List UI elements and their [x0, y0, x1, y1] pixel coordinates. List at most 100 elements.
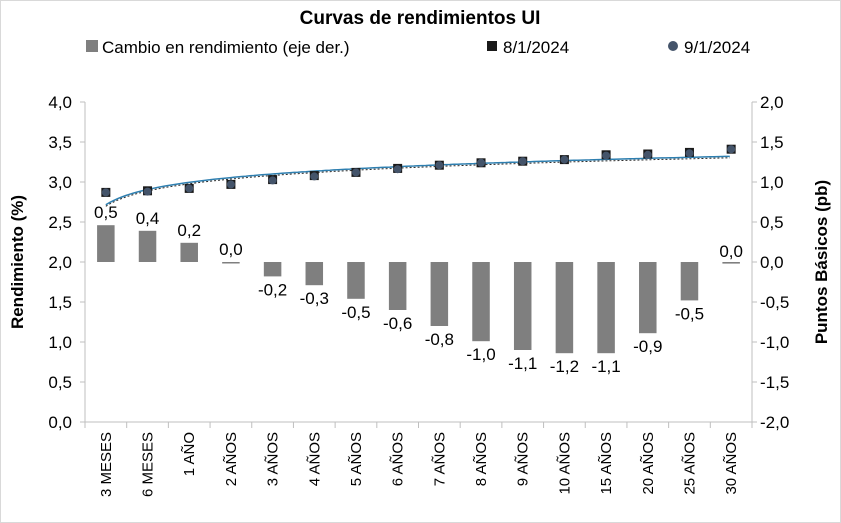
x-tick-label: 3 AÑOS: [265, 432, 282, 486]
x-tick-label: 15 AÑOS: [598, 432, 615, 495]
bar-cambio: [305, 262, 324, 286]
y-tick-label-right: 1,0: [760, 173, 784, 192]
bar-data-label: -0,9: [633, 337, 662, 356]
marker-9-1-2024: [685, 149, 694, 158]
x-tick-label: 9 AÑOS: [515, 432, 532, 486]
y-tick-label-right: -1,5: [760, 373, 789, 392]
data-labels: 0,5 0,4 0,2 0,0 -0,2 -0,3 -0,5 -0,6 -0,8 -1,0 -1,1…: [94, 203, 743, 376]
bar-data-label: -1,0: [466, 345, 495, 364]
bar-cambio: [388, 262, 407, 310]
bar-data-label: -0,5: [675, 304, 704, 323]
legend-label-8-1-2024: 8/1/2024: [503, 38, 569, 57]
bar-cambio: [180, 242, 198, 262]
legend-label-9-1-2024: 9/1/2024: [684, 38, 750, 57]
y-tick-label-right: 0,5: [760, 213, 784, 232]
y-tick-label-right: 1,5: [760, 133, 784, 152]
bar-cambio: [263, 262, 282, 277]
marker-9-1-2024: [602, 151, 611, 160]
bar-data-label: -0,6: [383, 314, 412, 333]
legend: Cambio en rendimiento (eje der.) 8/1/202…: [86, 38, 750, 57]
y-tick-label-right: -2,0: [760, 413, 789, 432]
bar-cambio: [597, 262, 615, 354]
x-tick-label: 6 MESES: [140, 432, 157, 497]
bar-data-label: -1,1: [508, 354, 537, 373]
y-tick-label-left: 2,5: [48, 213, 72, 232]
x-tick-label: 8 AÑOS: [473, 432, 490, 486]
y-tick-label-left: 0,0: [48, 413, 72, 432]
bar-data-label: -0,5: [341, 303, 370, 322]
x-tick-label: 2 AÑOS: [223, 432, 240, 486]
trendline-path: [105, 155, 730, 206]
bar-cambio: [513, 262, 532, 350]
bar-cambio: [430, 262, 449, 326]
marker-9-1-2024: [477, 158, 486, 167]
axes: 0,00,51,01,52,02,53,03,54,0-2,0-1,5-1,0-…: [48, 93, 789, 497]
x-tick-label: 6 AÑOS: [390, 432, 407, 486]
y-tick-label-left: 2,0: [48, 253, 72, 272]
bar-cambio: [680, 262, 699, 301]
marker-9-1-2024: [351, 168, 360, 177]
x-tick-label: 7 AÑOS: [431, 432, 448, 486]
legend-circle-marker: [668, 41, 678, 51]
bar-cambio: [555, 262, 574, 354]
marker-9-1-2024: [268, 176, 277, 185]
y-tick-label-left: 1,5: [48, 293, 72, 312]
marker-9-1-2024: [393, 165, 402, 174]
marker-9-1-2024: [143, 187, 152, 196]
bar-cambio: [138, 230, 157, 262]
bar-data-label: -0,3: [300, 289, 329, 308]
x-tick-label: 30 AÑOS: [723, 432, 740, 495]
marker-9-1-2024: [518, 157, 527, 166]
marker-9-1-2024: [310, 172, 319, 181]
x-tick-label: 5 AÑOS: [348, 432, 365, 486]
x-tick-label: 10 AÑOS: [556, 432, 573, 495]
bar-data-label: 0,0: [219, 240, 243, 259]
bar-data-label: -1,2: [550, 357, 579, 376]
y-tick-label-left: 3,0: [48, 173, 72, 192]
y-tick-label-right: 2,0: [760, 93, 784, 112]
trendline: [105, 155, 730, 207]
bar-data-label: -0,2: [258, 280, 287, 299]
bar-data-label: 0,4: [136, 209, 160, 228]
y-tick-label-right: -1,0: [760, 333, 789, 352]
bar-cambio: [347, 262, 365, 299]
y-axis-title-right: Puntos Básicos (pb): [812, 180, 831, 344]
bar-cambio: [722, 262, 740, 264]
x-tick-label: 25 AÑOS: [681, 432, 698, 495]
marker-series: [101, 144, 736, 197]
bar-cambio: [97, 225, 115, 262]
marker-9-1-2024: [727, 145, 736, 154]
legend-bar-swatch: [86, 40, 98, 52]
y-tick-label-left: 4,0: [48, 93, 72, 112]
y-tick-label-left: 0,5: [48, 373, 72, 392]
marker-9-1-2024: [435, 161, 444, 170]
chart-title: Curvas de rendimientos UI: [300, 8, 541, 29]
y-tick-label-right: 0,0: [760, 253, 784, 272]
x-tick-label: 20 AÑOS: [640, 432, 657, 495]
y-tick-label-left: 3,5: [48, 133, 72, 152]
x-tick-label: 4 AÑOS: [306, 432, 323, 486]
trendline-dotted-path: [105, 157, 730, 207]
marker-9-1-2024: [226, 180, 235, 189]
bar-data-label: 0,2: [177, 221, 201, 240]
legend-square-marker: [487, 41, 497, 51]
bar-series: [97, 225, 740, 354]
bar-data-label: -0,8: [425, 330, 454, 349]
bar-cambio: [222, 262, 240, 264]
bar-cambio: [639, 262, 657, 334]
y-axis-title-left: Rendimiento (%): [8, 195, 27, 329]
marker-9-1-2024: [101, 188, 110, 197]
y-tick-label-right: -0,5: [760, 293, 789, 312]
bar-data-label: 0,5: [94, 203, 118, 222]
x-tick-label: 1 AÑO: [181, 432, 198, 476]
bar-cambio: [472, 262, 490, 342]
legend-label-cambio: Cambio en rendimiento (eje der.): [102, 38, 350, 57]
bar-data-label: -1,1: [591, 357, 620, 376]
marker-9-1-2024: [185, 184, 194, 193]
bar-data-label: 0,0: [719, 242, 743, 261]
marker-9-1-2024: [643, 150, 652, 159]
marker-9-1-2024: [560, 155, 569, 164]
x-tick-label: 3 MESES: [98, 432, 115, 497]
y-tick-label-left: 1,0: [48, 333, 72, 352]
